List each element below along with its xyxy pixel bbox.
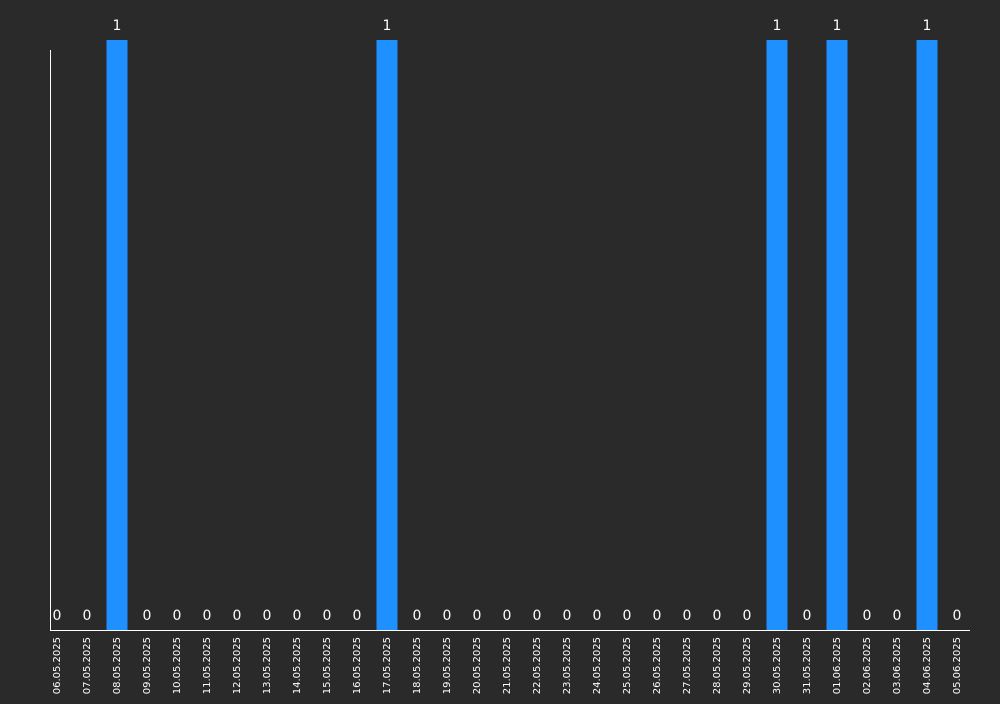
value-label-27.05.2025: 0 <box>683 608 692 624</box>
value-label-11.05.2025: 0 <box>203 608 212 624</box>
x-tick-label-29.05.2025: 29.05.2025 <box>742 637 753 694</box>
x-tick-label-24.05.2025: 24.05.2025 <box>592 637 603 694</box>
value-label-18.05.2025: 0 <box>413 608 422 624</box>
x-tick-label-08.05.2025: 08.05.2025 <box>112 637 123 694</box>
x-tick-label-09.05.2025: 09.05.2025 <box>142 637 153 694</box>
value-label-20.05.2025: 0 <box>473 608 482 624</box>
value-label-22.05.2025: 0 <box>533 608 542 624</box>
value-label-09.05.2025: 0 <box>143 608 152 624</box>
bar-04.06.2025 <box>916 40 938 630</box>
x-tick-label-18.05.2025: 18.05.2025 <box>412 637 423 694</box>
value-label-02.06.2025: 0 <box>863 608 872 624</box>
value-label-07.05.2025: 0 <box>83 608 92 624</box>
value-label-13.05.2025: 0 <box>263 608 272 624</box>
value-labels-group: 0 0 1 0 0 0 0 0 0 0 0 1 0 0 0 0 0 0 0 0 0 0 0 0 1 0 1 0 0 1 0 <box>53 18 962 624</box>
value-label-24.05.2025: 0 <box>593 608 602 624</box>
x-tick-label-23.05.2025: 23.05.2025 <box>562 637 573 694</box>
value-label-19.05.2025: 0 <box>443 608 452 624</box>
x-tick-label-11.05.2025: 11.05.2025 <box>202 637 213 694</box>
value-label-28.05.2025: 0 <box>713 608 722 624</box>
x-tick-label-05.06.2025: 05.06.2025 <box>952 637 963 694</box>
value-label-10.05.2025: 0 <box>173 608 182 624</box>
x-tick-label-10.05.2025: 10.05.2025 <box>172 637 183 694</box>
value-label-30.05.2025: 1 <box>773 18 782 34</box>
x-tick-label-13.05.2025: 13.05.2025 <box>262 637 273 694</box>
x-tick-label-04.06.2025: 04.06.2025 <box>922 637 933 694</box>
value-label-16.05.2025: 0 <box>353 608 362 624</box>
x-tick-label-30.05.2025: 30.05.2025 <box>772 637 783 694</box>
x-tick-label-16.05.2025: 16.05.2025 <box>352 637 363 694</box>
x-tick-label-31.05.2025: 31.05.2025 <box>802 637 813 694</box>
value-label-21.05.2025: 0 <box>503 608 512 624</box>
x-tick-label-26.05.2025: 26.05.2025 <box>652 637 663 694</box>
x-tick-label-21.05.2025: 21.05.2025 <box>502 637 513 694</box>
x-tick-label-27.05.2025: 27.05.2025 <box>682 637 693 694</box>
value-label-23.05.2025: 0 <box>563 608 572 624</box>
x-tick-label-20.05.2025: 20.05.2025 <box>472 637 483 694</box>
value-label-25.05.2025: 0 <box>623 608 632 624</box>
bars-group <box>106 40 938 630</box>
x-tick-label-15.05.2025: 15.05.2025 <box>322 637 333 694</box>
value-label-29.05.2025: 0 <box>743 608 752 624</box>
value-label-01.06.2025: 1 <box>833 18 842 34</box>
bar-01.06.2025 <box>826 40 848 630</box>
value-label-15.05.2025: 0 <box>323 608 332 624</box>
x-tick-label-28.05.2025: 28.05.2025 <box>712 637 723 694</box>
x-tick-label-22.05.2025: 22.05.2025 <box>532 637 543 694</box>
value-label-17.05.2025: 1 <box>383 18 392 34</box>
x-tick-label-17.05.2025: 17.05.2025 <box>382 637 393 694</box>
bar-08.05.2025 <box>106 40 128 630</box>
x-tick-label-02.06.2025: 02.06.2025 <box>862 637 873 694</box>
value-label-31.05.2025: 0 <box>803 608 812 624</box>
value-label-06.05.2025: 0 <box>53 608 62 624</box>
x-tick-label-19.05.2025: 19.05.2025 <box>442 637 453 694</box>
value-label-14.05.2025: 0 <box>293 608 302 624</box>
bar-17.05.2025 <box>376 40 398 630</box>
x-tick-label-01.06.2025: 01.06.2025 <box>832 637 843 694</box>
x-tick-label-12.05.2025: 12.05.2025 <box>232 637 243 694</box>
value-label-04.06.2025: 1 <box>923 18 932 34</box>
x-tick-label-06.05.2025: 06.05.2025 <box>52 637 63 694</box>
x-tick-label-25.05.2025: 25.05.2025 <box>622 637 633 694</box>
value-label-12.05.2025: 0 <box>233 608 242 624</box>
x-tick-label-07.05.2025: 07.05.2025 <box>82 637 93 694</box>
value-label-03.06.2025: 0 <box>893 608 902 624</box>
x-tick-label-14.05.2025: 14.05.2025 <box>292 637 303 694</box>
x-tick-labels-group: 06.05.2025 07.05.2025 08.05.2025 09.05.2025… <box>52 637 963 694</box>
value-label-08.05.2025: 1 <box>113 18 122 34</box>
x-tick-label-03.06.2025: 03.06.2025 <box>892 637 903 694</box>
value-label-26.05.2025: 0 <box>653 608 662 624</box>
bar-30.05.2025 <box>766 40 788 630</box>
value-label-05.06.2025: 0 <box>953 608 962 624</box>
